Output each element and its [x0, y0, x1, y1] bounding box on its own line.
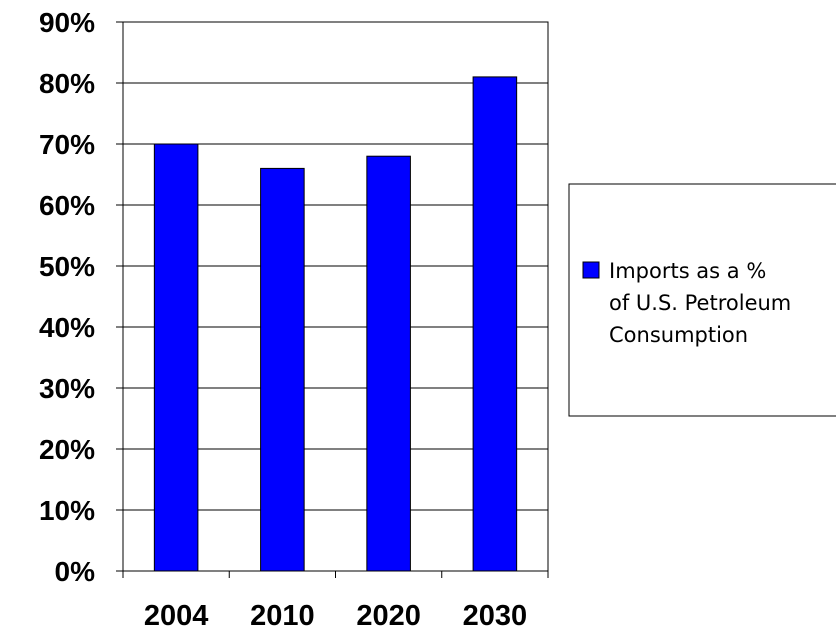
- bar-2020: [366, 155, 411, 572]
- legend: Imports as a % of U.S. Petroleum Consump…: [568, 183, 836, 417]
- y-tick-label: 40%: [39, 312, 95, 343]
- legend-label-line-2: of U.S. Petroleum: [609, 291, 791, 315]
- y-tick-label: 10%: [39, 495, 95, 526]
- y-tick-label: 60%: [39, 190, 95, 221]
- y-tick-label: 0%: [55, 556, 96, 587]
- y-tick-labels: 0% 10% 20% 30% 40% 50% 60% 70% 80% 90%: [39, 7, 95, 587]
- legend-swatch: [582, 261, 600, 279]
- x-tick-label: 2030: [463, 600, 528, 627]
- bars: [153, 76, 518, 572]
- y-tick-label: 50%: [39, 251, 95, 282]
- bar-2030: [472, 76, 518, 572]
- x-tick-label: 2010: [250, 600, 315, 627]
- legend-box: [568, 183, 836, 417]
- y-tick-label: 30%: [39, 373, 95, 404]
- y-tick-label: 20%: [39, 434, 95, 465]
- legend-label-line-3: Consumption: [609, 323, 748, 347]
- y-tick-label: 80%: [39, 68, 95, 99]
- bar-2010: [260, 167, 305, 572]
- y-tick-label: 70%: [39, 129, 95, 160]
- axes: [116, 21, 549, 578]
- legend-label-line-1: Imports as a %: [609, 259, 766, 283]
- x-tick-labels: 2004 2010 2020 2030: [144, 600, 527, 627]
- bar-2004: [153, 143, 199, 572]
- x-tick-label: 2004: [144, 600, 209, 627]
- y-tick-label: 90%: [39, 7, 95, 38]
- x-tick-label: 2020: [356, 600, 421, 627]
